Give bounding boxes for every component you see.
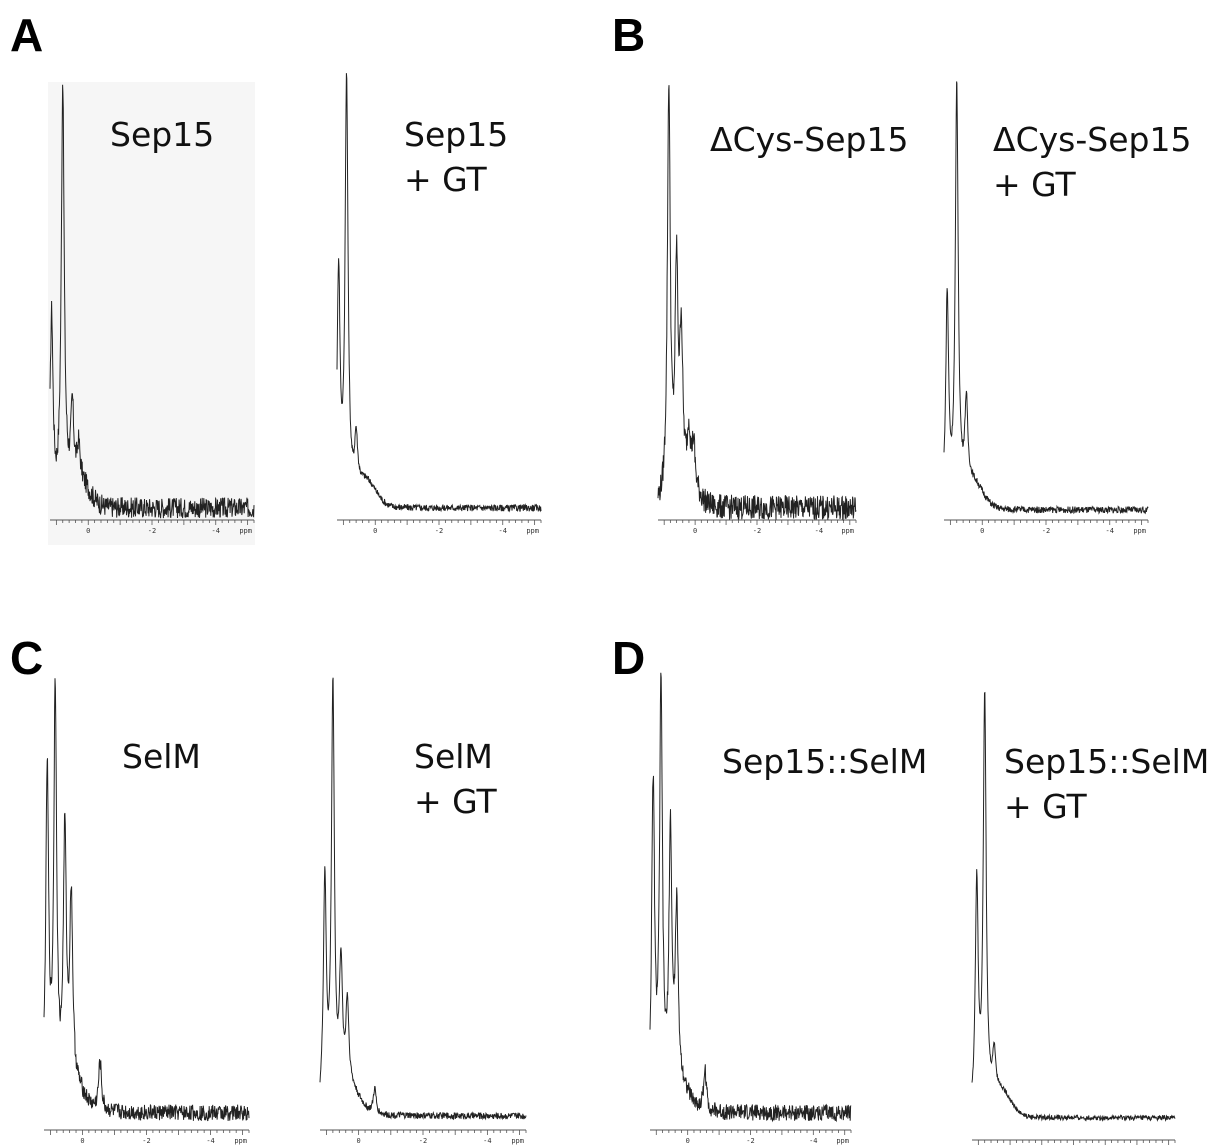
spectrum-trace — [657, 85, 857, 522]
tick-label: 0 — [980, 527, 984, 535]
tick-label: 0 — [86, 527, 90, 535]
tick-label: 0 — [693, 527, 697, 535]
spectrum-trace — [971, 691, 1176, 1122]
panel-letter-b: B — [612, 9, 646, 61]
spectrum-trace — [49, 84, 255, 519]
label-line-1: Sep15 — [404, 115, 509, 154]
label-line-2: + GT — [404, 160, 487, 199]
axis-unit-label: ppm — [239, 527, 252, 535]
axis-unit-label: ppm — [511, 1137, 524, 1145]
spectrum-a-native: 0 -2 -4 ppm — [49, 84, 255, 535]
label-line-1: SelM — [122, 737, 201, 776]
tick-label: -4 — [212, 527, 220, 535]
axis-unit-label: ppm — [1133, 527, 1146, 535]
spectrum-c-native: 0 -2 -4 ppm — [43, 678, 250, 1145]
tick-label: -4 — [1106, 527, 1114, 535]
tick-label: -2 — [746, 1137, 754, 1145]
label-line-1: Sep15 — [110, 115, 215, 154]
spectrum-c-gt: 0 -2 -4 ppm — [319, 677, 527, 1145]
spectrum-trace — [319, 677, 527, 1121]
tick-label: -4 — [483, 1137, 491, 1145]
label-sep15-gt: Sep15 + GT — [404, 112, 508, 202]
tick-label: 0 — [373, 527, 377, 535]
spectrum-trace — [336, 73, 542, 513]
label-line-2: + GT — [1004, 787, 1087, 826]
label-line-2: + GT — [993, 165, 1076, 204]
panel-letter-a: A — [10, 9, 44, 61]
label-sep15: Sep15 — [110, 112, 214, 157]
label-dcys-sep15-gt: ΔCys-Sep15 + GT — [993, 117, 1191, 207]
tick-label: 0 — [686, 1137, 690, 1145]
tick-label: 0 — [80, 1137, 84, 1145]
axis-unit-label: ppm — [526, 527, 539, 535]
tick-label: -2 — [753, 527, 761, 535]
label-selm: SelM — [122, 734, 201, 779]
tick-label: -2 — [148, 527, 156, 535]
label-sep15-selm-gt: Sep15::SelM + GT — [1004, 739, 1209, 829]
tick-label: -4 — [815, 527, 823, 535]
tick-label: -2 — [419, 1137, 427, 1145]
axis-unit-label: ppm — [234, 1137, 247, 1145]
label-sep15-selm: Sep15::SelM — [722, 739, 927, 784]
tick-label: -4 — [206, 1137, 214, 1145]
label-line-1: Sep15::SelM — [722, 742, 928, 781]
label-line-1: ΔCys-Sep15 — [710, 120, 909, 159]
panel-letter-c: C — [10, 632, 44, 684]
spectrum-trace — [649, 672, 852, 1123]
tick-label: -2 — [435, 527, 443, 535]
spectrum-b-native: 0 -2 -4 ppm — [657, 85, 857, 535]
tick-label: -4 — [499, 527, 507, 535]
tick-label: -2 — [1042, 527, 1050, 535]
axis-unit-label: ppm — [836, 1137, 849, 1145]
spectrum-trace — [43, 678, 250, 1122]
label-line-1: Sep15::SelM — [1004, 742, 1210, 781]
axis-unit-label: ppm — [841, 527, 854, 535]
spectrum-trace — [943, 81, 1149, 515]
label-line-2: + GT — [414, 782, 497, 821]
label-line-1: SelM — [414, 737, 493, 776]
spectrum-b-gt: 0 -2 -4 ppm — [943, 81, 1149, 535]
label-line-1: ΔCys-Sep15 — [993, 120, 1192, 159]
tick-label: -4 — [809, 1137, 817, 1145]
tick-label: -2 — [142, 1137, 150, 1145]
label-selm-gt: SelM + GT — [414, 734, 497, 824]
tick-label: 0 — [357, 1137, 361, 1145]
spectrum-d-native: 0 -2 -4 ppm — [649, 672, 852, 1145]
panel-letter-d: D — [612, 632, 646, 684]
spectrum-a-gt: 0 -2 -4 ppm — [336, 73, 542, 535]
label-dcys-sep15: ΔCys-Sep15 — [710, 117, 908, 162]
